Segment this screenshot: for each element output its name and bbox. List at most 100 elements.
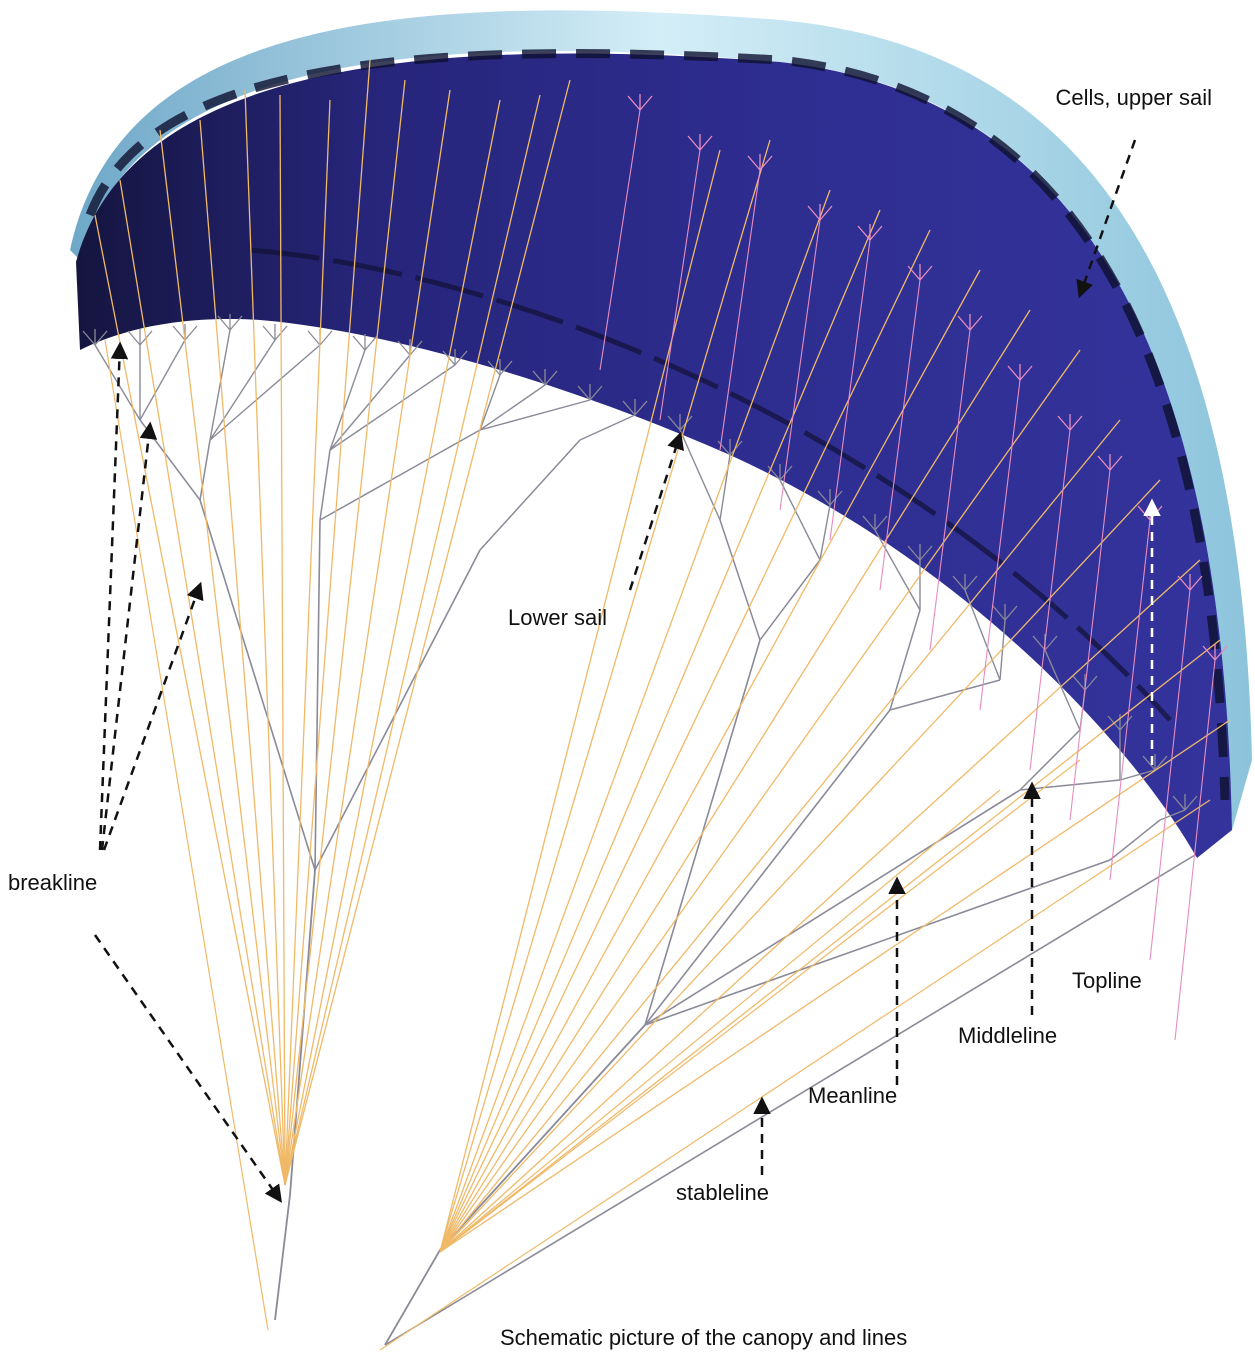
gray-line: [319, 449, 331, 521]
gray-line: [579, 414, 636, 441]
gray-line: [209, 329, 231, 441]
gray-line: [874, 515, 888, 531]
gray-line: [479, 384, 546, 431]
pink-line: [1029, 429, 1071, 771]
gray-line: [199, 439, 211, 501]
gray-line: [644, 859, 1111, 1026]
gray-line: [479, 439, 581, 551]
gray-line: [329, 364, 456, 451]
orange-line: [284, 89, 451, 1186]
pink-line: [639, 95, 653, 111]
gray-line: [717, 440, 731, 456]
pink-line: [627, 95, 641, 111]
label-breakline: breakline: [8, 870, 97, 895]
canopy-underside: [76, 53, 1232, 858]
pink-line: [1177, 575, 1191, 591]
pink-line: [1109, 455, 1123, 471]
gray-line: [199, 499, 316, 871]
pink-line: [907, 265, 921, 281]
gray-line: [1072, 675, 1086, 691]
gray-line: [217, 315, 231, 331]
gray-line: [82, 330, 96, 346]
orange-line: [284, 59, 371, 1186]
gray-line: [479, 374, 501, 431]
orange-line: [284, 99, 331, 1186]
orange-line: [284, 94, 541, 1186]
line-system: [82, 59, 1231, 1351]
orange-line: [94, 214, 286, 1186]
gray-line: [952, 575, 966, 591]
pink-line: [1109, 519, 1151, 881]
gray-line: [1159, 809, 1186, 821]
pink-line: [1174, 659, 1216, 1041]
pink-line: [719, 169, 761, 451]
upper-sail-edge: [70, 10, 1252, 831]
gray-line: [184, 325, 198, 341]
gray-line: [667, 415, 681, 431]
gray-line: [1109, 819, 1161, 861]
pink-line: [1057, 415, 1071, 431]
orange-line: [439, 639, 1221, 1253]
pink-line: [1189, 575, 1203, 591]
gray-line: [319, 330, 333, 346]
gray-line: [817, 490, 831, 506]
gray-line: [819, 504, 831, 561]
gray-line: [262, 325, 276, 341]
pink-line: [1214, 645, 1228, 661]
pink-line: [869, 225, 883, 241]
arrow-lower-sail: [628, 431, 685, 591]
gray-line: [889, 609, 921, 711]
gray-line: [644, 709, 891, 1026]
caption: Schematic picture of the canopy and line…: [500, 1325, 907, 1350]
gray-line: [1142, 755, 1156, 771]
pink-line: [1202, 645, 1216, 661]
gray-line: [1119, 769, 1156, 781]
orange-line: [439, 719, 1231, 1253]
gray-line: [999, 619, 1006, 681]
pink-line: [1069, 469, 1111, 821]
gray-line: [1004, 605, 1018, 621]
pink-line: [957, 315, 971, 331]
orange-line: [439, 559, 1201, 1253]
orange-line: [439, 189, 831, 1253]
trailing-edge-seam: [249, 247, 1172, 722]
pink-line: [699, 135, 713, 151]
gray-line: [479, 399, 591, 431]
orange-line: [439, 349, 1081, 1253]
arrow-cells-upper-sail: [1076, 139, 1137, 299]
pink-line: [879, 279, 921, 591]
gray-line: [1044, 649, 1081, 731]
gray-line: [487, 360, 501, 376]
gray-line: [1044, 635, 1058, 651]
gray-line: [352, 335, 366, 351]
gray-line: [622, 400, 636, 416]
pink-line: [687, 135, 701, 151]
gray-line: [644, 789, 1021, 1026]
label-stableline: stableline: [676, 1180, 769, 1205]
gray-line: [767, 465, 781, 481]
gray-line: [1084, 675, 1098, 691]
gray-line: [209, 344, 321, 441]
gray-line: [329, 349, 366, 451]
gray-line: [439, 1024, 646, 1251]
gray-line: [94, 330, 108, 346]
gray-line: [139, 339, 186, 421]
pink-line: [969, 315, 983, 331]
gray-line: [454, 350, 468, 366]
pink-line: [1097, 455, 1111, 471]
gray-line: [874, 529, 921, 611]
pink-line: [807, 205, 821, 221]
gray-line: [384, 854, 1196, 1346]
gray-line: [919, 545, 933, 561]
pink-line: [1019, 365, 1033, 381]
orange-line: [104, 339, 269, 1331]
pink-line: [979, 379, 1021, 711]
gray-line: [779, 479, 821, 561]
gray-line: [127, 330, 141, 346]
gray-line: [779, 465, 793, 481]
orange-line: [284, 79, 406, 1186]
gray-line: [499, 360, 513, 376]
pink-line: [919, 265, 933, 281]
gray-line: [577, 385, 591, 401]
pink-line: [829, 239, 871, 541]
